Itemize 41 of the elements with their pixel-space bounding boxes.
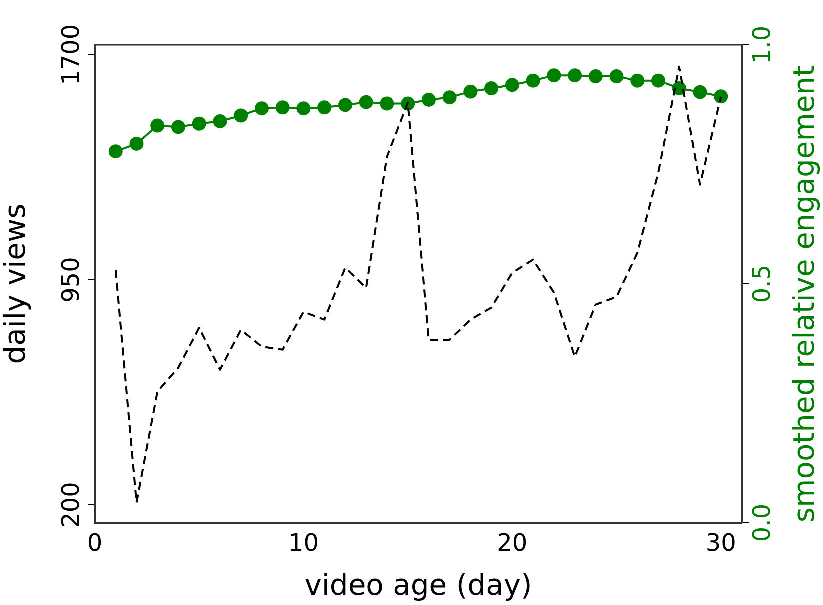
point (338, 98, 352, 112)
point (442, 90, 457, 105)
point (484, 82, 499, 96)
point (276, 100, 290, 115)
point (130, 136, 144, 151)
point (422, 92, 436, 107)
point (296, 102, 311, 116)
y2-tick-label: 1.0 (748, 26, 776, 64)
y-axis-title: daily views (0, 204, 32, 364)
point (610, 70, 624, 84)
x-tick-label: 0 (87, 529, 103, 558)
point (464, 84, 478, 99)
point (380, 96, 394, 111)
point (254, 102, 269, 116)
y-tick-label: 1700 (57, 24, 86, 86)
point (171, 120, 186, 134)
point (693, 85, 708, 100)
point (568, 68, 582, 83)
point (192, 116, 206, 131)
point (359, 95, 374, 110)
point (526, 74, 540, 88)
point (630, 74, 645, 88)
x-axis-title: video age (day) (304, 568, 532, 602)
point (213, 114, 228, 128)
x-tick-label: 30 (706, 529, 736, 558)
point (652, 74, 666, 88)
point (108, 144, 123, 159)
point (234, 108, 248, 123)
point (588, 70, 603, 84)
y-tick-label: 950 (57, 257, 86, 303)
y-tick-label: 200 (57, 482, 86, 528)
x-tick-label: 10 (288, 529, 319, 558)
point (318, 100, 332, 115)
x-tick-label: 20 (497, 529, 528, 558)
y2-tick-label: 0.0 (748, 504, 776, 542)
point (505, 78, 520, 92)
y2-axis-title: smoothed relative engagement (787, 65, 822, 523)
y2-tick-label: 0.5 (748, 264, 776, 304)
point (150, 118, 165, 133)
point (547, 68, 562, 83)
point (714, 90, 728, 104)
